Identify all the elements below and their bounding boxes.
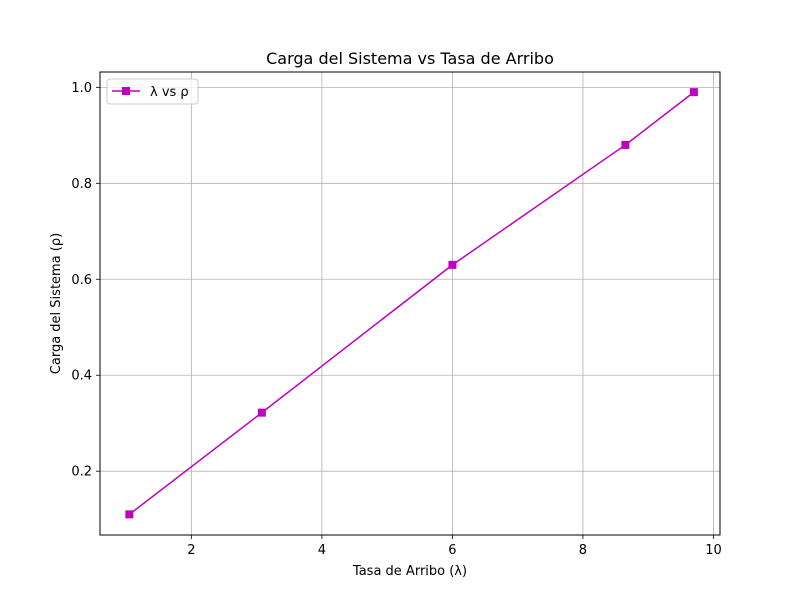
data-point-marker [125,510,134,519]
x-axis-ticks: 2 4 6 8 10 [187,535,722,558]
series-layer [125,88,698,519]
y-tick-label: 0.6 [71,273,92,288]
y-tick-label: 0.8 [71,177,92,192]
x-tick-label: 8 [579,543,587,558]
legend-box [106,78,199,105]
x-axis-title: Tasa de Arribo (λ) [352,564,467,579]
y-tick-label: 1.0 [71,81,92,96]
legend-label: λ vs ρ [150,85,189,100]
data-point-marker [689,88,698,97]
x-tick-label: 6 [448,543,456,558]
data-point-marker [448,260,457,269]
grid-lines [100,72,720,535]
y-tick-label: 0.4 [71,369,92,384]
data-point-marker [257,408,266,417]
x-tick-label: 10 [705,543,722,558]
x-tick-label: 2 [187,543,195,558]
y-tick-label: 0.2 [71,465,92,480]
plot-area-frame [99,71,721,536]
y-axis-ticks: 0.2 0.4 0.6 0.8 1.0 [71,81,100,480]
legend: λ vs ρ [106,78,199,105]
x-tick-label: 4 [318,543,326,558]
data-point-marker [621,140,630,149]
chart-title: Carga del Sistema vs Tasa de Arribo [266,49,554,68]
y-axis-title: Carga del Sistema (ρ) [49,233,64,374]
legend-marker-swatch [122,87,130,95]
